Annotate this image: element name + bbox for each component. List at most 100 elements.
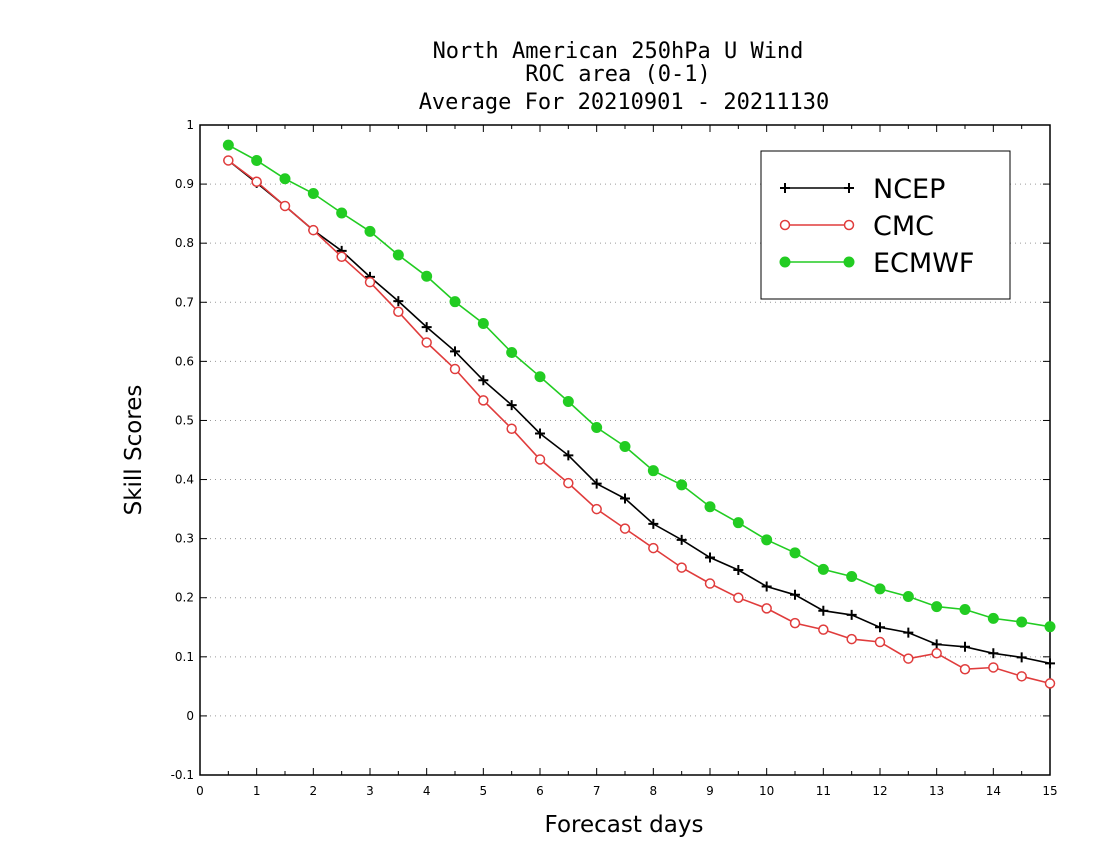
chart-subtitle-period: Average For 20210901 - 20211130 — [419, 90, 830, 115]
cmc-point — [308, 224, 319, 236]
ncep-point — [790, 589, 800, 600]
legend: NCEP CMC ECMWF — [760, 150, 1011, 300]
cmc-point — [648, 542, 659, 554]
ncep-point — [960, 641, 970, 652]
cmc-point — [393, 306, 404, 317]
x-tick-label: 5 — [480, 784, 488, 798]
y-tick-label: -0.1 — [171, 768, 194, 782]
ncep-point — [988, 648, 999, 659]
x-tick-label: 15 — [1042, 784, 1057, 798]
legend-marker — [779, 219, 791, 231]
y-axis-label: Skill Scores — [121, 385, 147, 516]
y-tick-label: 0 — [186, 709, 194, 723]
ecmwf-point — [647, 465, 659, 477]
grid-lines — [200, 183, 1050, 717]
x-tick-label: 3 — [366, 784, 374, 798]
ncep-point — [506, 400, 517, 411]
x-tick-label: 7 — [593, 784, 601, 798]
ecmwf-point — [251, 154, 263, 166]
ecmwf-point — [1016, 616, 1028, 628]
y-tick-label: 0.9 — [175, 177, 194, 191]
ecmwf-point — [619, 440, 631, 452]
ncep-point — [875, 622, 885, 633]
ncep-point — [705, 552, 715, 563]
ecmwf-point — [591, 422, 603, 434]
ncep-point — [648, 518, 659, 529]
ecmwf-point — [959, 604, 971, 616]
legend-label: NCEP — [873, 174, 945, 205]
ncep-point — [903, 627, 914, 638]
series-ecmwf — [222, 139, 1056, 633]
chart-subtitle: ROC area (0-1) — [525, 62, 710, 87]
ecmwf-point — [364, 225, 376, 237]
y-tick-label: 0.8 — [175, 236, 194, 250]
ncep-point — [846, 609, 857, 620]
y-tick-label: 0.2 — [175, 591, 194, 605]
ecmwf-point — [676, 479, 688, 491]
ncep-point — [591, 478, 602, 489]
legend-label: CMC — [873, 211, 934, 242]
x-tick-label: 6 — [536, 784, 544, 798]
cmc-point — [251, 176, 262, 187]
ncep-point — [1045, 658, 1055, 669]
y-tick-label: 0.1 — [175, 650, 194, 664]
y-tick-label: 0.3 — [175, 532, 194, 546]
x-tick-label: 0 — [196, 784, 204, 798]
ecmwf-point — [279, 173, 291, 185]
axis-ticks: -0.100.10.20.30.40.50.60.70.80.910 1 2 3 4 5 6… — [171, 118, 1058, 798]
cmc-point — [591, 503, 602, 515]
chart-title: North American 250hPa U Wind — [433, 39, 804, 64]
ecmwf-point — [449, 296, 461, 308]
legend-item-ncep: NCEP — [780, 174, 945, 205]
x-tick-label: 10 — [759, 784, 774, 798]
ecmwf-point — [421, 270, 433, 282]
ecmwf-point — [477, 318, 489, 330]
cmc-point — [874, 636, 886, 648]
ncep-point — [478, 375, 489, 386]
ecmwf-point — [902, 591, 914, 603]
ncep-point — [421, 322, 432, 333]
ecmwf-point — [789, 547, 801, 559]
ecmwf-point — [336, 207, 348, 219]
ncep-point — [676, 534, 687, 545]
cmc-point — [789, 617, 801, 629]
legend-items: NCEP CMC ECMWF — [779, 174, 974, 279]
series-cmc — [223, 155, 1056, 689]
ecmwf-point — [307, 188, 319, 200]
cmc-point — [959, 663, 971, 675]
ecmwf-point — [987, 612, 999, 624]
ecmwf-point — [562, 396, 574, 408]
x-tick-label: 11 — [816, 784, 831, 798]
cmc-point — [818, 624, 829, 635]
x-tick-label: 9 — [706, 784, 714, 798]
ncep-point — [450, 346, 460, 357]
ecmwf-point — [732, 517, 744, 529]
legend-marker — [779, 256, 791, 268]
ncep-point — [931, 639, 942, 650]
cmc-point — [931, 648, 942, 659]
cmc-point — [1044, 678, 1056, 689]
ecmwf-point — [761, 534, 773, 546]
series-layer — [222, 139, 1056, 689]
cmc-point — [364, 276, 376, 288]
ecmwf-point — [931, 601, 943, 613]
cmc-point — [846, 633, 857, 645]
ncep-point — [733, 564, 744, 575]
ncep-line — [227, 159, 1051, 665]
y-tick-label: 0.7 — [175, 295, 194, 309]
y-tick-label: 1 — [186, 118, 194, 132]
x-tick-label: 1 — [253, 784, 261, 798]
legend-label: ECMWF — [873, 248, 974, 279]
legend-marker — [843, 256, 855, 268]
cmc-point — [336, 251, 347, 263]
x-tick-label: 12 — [872, 784, 887, 798]
cmc-point — [279, 200, 291, 212]
ncep-point — [393, 296, 404, 307]
y-tick-label: 0.5 — [175, 413, 194, 427]
cmc-point — [988, 662, 999, 673]
cmc-point — [506, 423, 517, 434]
x-tick-label: 2 — [310, 784, 318, 798]
y-tick-label: 0.6 — [175, 354, 194, 368]
cmc-point — [761, 603, 772, 614]
